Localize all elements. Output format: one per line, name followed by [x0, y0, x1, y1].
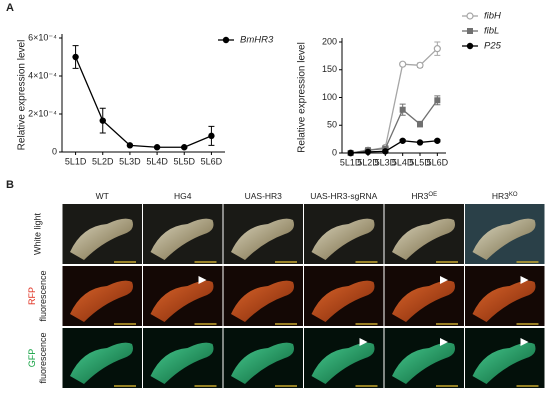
- larva: [392, 280, 455, 322]
- marker: [382, 148, 389, 155]
- arrowhead: [440, 338, 448, 346]
- larva: [70, 342, 133, 384]
- panel-label: B: [6, 179, 14, 191]
- column-header-text: HR3: [492, 191, 509, 201]
- column-header: UAS-HR3: [245, 191, 283, 201]
- marker: [364, 148, 372, 156]
- row-label: RFP: [27, 287, 37, 305]
- larva: [311, 218, 375, 260]
- row-label: fluorescence: [38, 332, 48, 383]
- y-axis-label: Relative expression level: [297, 42, 308, 153]
- x-tick-label: 5L4D: [146, 156, 168, 166]
- marker: [208, 132, 215, 140]
- column-header: WT: [96, 191, 109, 201]
- marker: [399, 60, 407, 68]
- arrowhead: [520, 338, 529, 346]
- y-axis-label: Relative expression level: [17, 40, 28, 151]
- marker: [399, 137, 406, 144]
- larva: [472, 218, 536, 260]
- marker: [416, 139, 424, 146]
- arrowhead: [440, 276, 448, 284]
- row-label: GFP: [27, 349, 37, 368]
- y-tick-label: 100: [322, 92, 337, 102]
- column-header-sup: KO: [509, 192, 518, 198]
- arrowhead: [198, 276, 207, 284]
- x-tick-label: 5L5D: [173, 156, 195, 166]
- marker: [347, 149, 354, 157]
- arrowhead: [520, 276, 529, 284]
- legend-label: P25: [484, 41, 502, 52]
- larva: [311, 342, 375, 384]
- larva: [472, 342, 536, 384]
- column-header: HR3OE: [411, 191, 437, 201]
- legend-label: BmHR3: [240, 35, 274, 46]
- legend-label: fibH: [484, 11, 501, 22]
- series-line: [74, 56, 212, 148]
- panel-label: A: [6, 2, 14, 14]
- larva: [392, 218, 455, 260]
- x-tick-label: 5L6D: [201, 156, 223, 166]
- column-header-text: HG4: [174, 191, 192, 201]
- x-tick-label: 5L1D: [65, 156, 87, 166]
- marker: [433, 45, 441, 53]
- x-tick-label: 5L5D: [409, 157, 431, 167]
- row-label: fluorescence: [38, 270, 48, 321]
- larva: [150, 218, 214, 260]
- larva: [231, 218, 294, 260]
- x-tick-label: 5L6D: [427, 157, 449, 167]
- y-tick-label: 0: [52, 146, 57, 156]
- column-header-text: WT: [96, 191, 109, 201]
- y-tick-label: 6×10⁻⁴: [28, 32, 57, 42]
- y-tick-label: 2×10⁻⁴: [28, 108, 57, 118]
- y-tick-label: 4×10⁻⁴: [28, 70, 57, 80]
- column-header-text: HR3: [411, 191, 428, 201]
- column-header: UAS-HR3-sgRNA: [310, 191, 377, 201]
- larva: [70, 218, 133, 260]
- legend-label: fibL: [484, 26, 499, 37]
- x-tick-label: 5L2D: [357, 157, 379, 167]
- larva: [231, 280, 294, 322]
- y-tick-label: 150: [322, 64, 337, 74]
- column-header-text: UAS-HR3: [245, 191, 283, 201]
- larva: [70, 280, 133, 322]
- x-tick-label: 5L2D: [92, 156, 114, 166]
- marker: [399, 106, 406, 113]
- marker: [466, 42, 474, 50]
- marker: [416, 61, 424, 69]
- marker: [467, 28, 473, 34]
- marker: [99, 117, 106, 124]
- larva: [150, 342, 214, 384]
- x-tick-label: 5L4D: [392, 157, 414, 167]
- x-tick-label: 5L1D: [340, 157, 362, 167]
- larva: [231, 342, 294, 384]
- marker: [72, 53, 79, 61]
- marker: [434, 137, 441, 144]
- marker: [434, 97, 441, 104]
- marker: [126, 142, 134, 149]
- y-tick-label: 0: [332, 147, 337, 157]
- y-tick-label: 200: [322, 36, 337, 46]
- marker: [417, 121, 423, 128]
- larva: [311, 280, 375, 322]
- larva: [392, 342, 455, 384]
- larva: [472, 280, 536, 322]
- marker: [222, 36, 230, 44]
- column-header-sup: OE: [428, 192, 437, 198]
- column-header: HR3KO: [492, 191, 518, 201]
- x-tick-label: 5L3D: [375, 157, 397, 167]
- x-tick-label: 5L3D: [119, 156, 141, 166]
- arrowhead: [359, 338, 368, 346]
- larva: [150, 280, 214, 322]
- column-header: HG4: [174, 191, 192, 201]
- row-label: White light: [32, 213, 42, 256]
- y-tick-label: 50: [327, 120, 337, 130]
- marker: [466, 12, 474, 20]
- series-line: [350, 48, 438, 154]
- marker: [153, 144, 161, 151]
- marker: [181, 144, 188, 151]
- column-header-text: UAS-HR3-sgRNA: [310, 191, 377, 201]
